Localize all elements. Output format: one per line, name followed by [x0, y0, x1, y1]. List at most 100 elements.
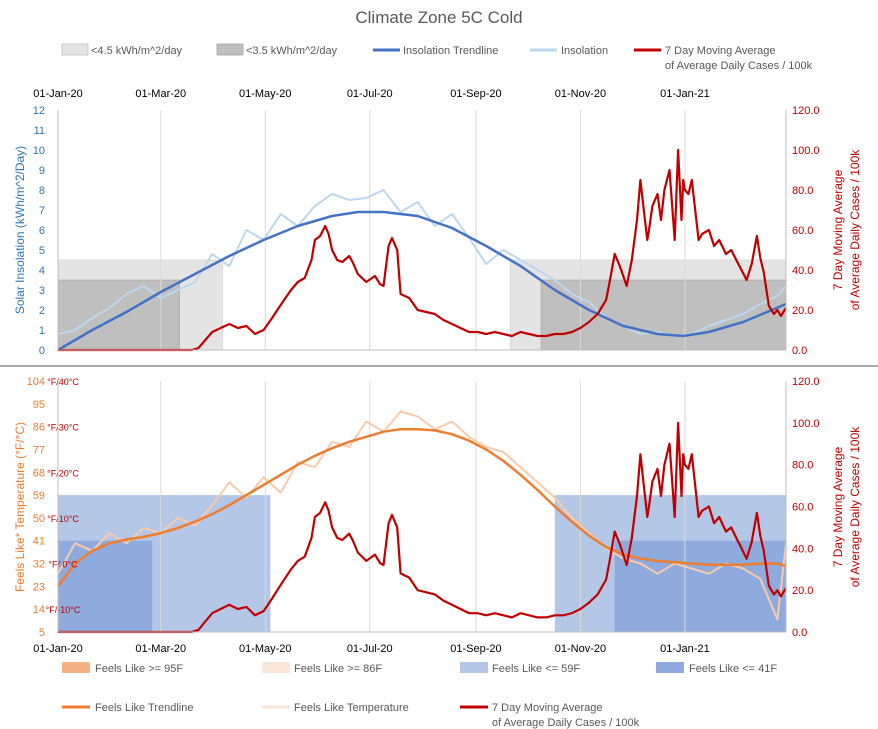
cases-line-bottom-point [746, 558, 748, 560]
insolation-line-point [228, 265, 230, 267]
cases-line-top-point [780, 315, 782, 317]
cases-line-top-point [694, 209, 696, 211]
bottom-x-tick-label: 01-Sep-20 [450, 643, 501, 655]
feels-like-line [57, 410, 787, 621]
cases-line-top-point [663, 189, 665, 191]
insolation-line-point [211, 253, 213, 255]
insolation-line-point [194, 281, 196, 283]
feels-like-trendline-point [588, 535, 590, 537]
feels-like-trendline-point [554, 505, 556, 508]
bottom-y-left-tick: 32 [33, 559, 45, 571]
bottom-y-right-tick: 120.0 [792, 376, 820, 388]
bottom-y-left-tick: 5 [39, 627, 45, 639]
cases-line-top-point [434, 313, 436, 315]
insolation-trendline-point [194, 273, 196, 275]
feels-like-trendline-point [537, 489, 539, 491]
bottom-y-right-tick: 100.0 [792, 418, 820, 430]
cases-line-top-point [631, 259, 633, 261]
insolation-line-point [314, 205, 316, 207]
top-x-tick-label: 01-Nov-20 [555, 88, 606, 100]
insolation-trendline-point [588, 309, 590, 311]
cases-line-bottom-point [391, 514, 393, 516]
cases-line-top-point [668, 169, 671, 171]
cases-line-top-point [228, 323, 230, 325]
cases-line-top-point [619, 265, 621, 267]
feels-like-line-point [262, 476, 265, 478]
cases-line-bottom-point [656, 468, 659, 470]
cases-line-bottom-point [262, 610, 265, 612]
cases-line-top-point [254, 333, 256, 335]
legend-lt45: <4.5 kWh/m^2/day [91, 45, 183, 57]
bottom-x-tick-label: 01-Jan-20 [33, 643, 83, 655]
feels-like-trendline-point [502, 460, 504, 462]
feels-like-line-point [314, 466, 316, 468]
cases-line-top-point [554, 333, 556, 335]
insolation-trendline-point [554, 289, 556, 291]
cases-line-top-point [391, 237, 393, 239]
insolation-line-point [571, 293, 573, 295]
insolation-line-point [742, 313, 744, 315]
feels-like-trendline-point [519, 474, 522, 476]
cases-line-bottom-point [619, 543, 621, 545]
celsius-tick-label: °F/-10°C [46, 605, 81, 615]
cases-line-bottom-point [626, 564, 628, 566]
insolation-line-point [708, 325, 710, 327]
insolation-line-point [399, 211, 402, 213]
insolation-line-point [725, 319, 727, 321]
insolation-line-point [125, 293, 128, 295]
cases-line-top-point [203, 341, 205, 343]
cases-line-bottom-point [477, 612, 479, 614]
cases-line-top-point [608, 281, 611, 283]
cases-line-bottom-point [756, 512, 758, 514]
bottom-y-left-tick: 68 [33, 467, 45, 479]
top-y-right-tick: 60.0 [792, 225, 813, 237]
cases-line-top-point [197, 347, 200, 349]
cases-line-bottom-point [562, 614, 564, 616]
cases-line-bottom-point [283, 579, 285, 581]
cases-line-top-point [763, 271, 765, 273]
cases-line-bottom-point [276, 589, 278, 591]
bottom-y-right-tick: 40.0 [792, 543, 813, 555]
bottom-y-left-tick: 14 [33, 604, 45, 616]
cases-line-top-point [646, 239, 648, 241]
cases-line-top-point [237, 327, 239, 329]
top-y-left-tick: 7 [39, 205, 45, 217]
cases-line-bottom-point [211, 612, 213, 614]
cases-line-bottom-point [735, 537, 737, 539]
top-x-tick-label: 01-May-20 [239, 88, 292, 100]
cases-line-bottom-point [365, 560, 367, 562]
feels-like-trendline-point [160, 532, 162, 534]
cases-line-top-point [357, 273, 359, 275]
cases-line-top-point [331, 249, 333, 251]
cases-line-bottom-point [271, 597, 273, 600]
top-y-left-tick: 0 [39, 345, 45, 357]
bottom-x-tick-label: 01-May-20 [239, 643, 292, 655]
feels-like-trendline-point [399, 428, 402, 430]
cases-line-top-point [211, 331, 213, 333]
legend-swatch-lt45 [61, 43, 89, 56]
cases-line-top-point [276, 309, 278, 311]
feels-like-trendline-point [365, 436, 367, 438]
cases-line-top-point [352, 261, 354, 263]
bottom-right-axis-title-line2: of Average Daily Cases / 100k [848, 426, 862, 588]
cases-line-bottom-point [408, 577, 410, 579]
feels-like-line-point [74, 542, 76, 544]
feels-like-line-point [656, 573, 659, 575]
bottom-x-tick-label: 01-Jul-20 [347, 643, 393, 655]
cases-line-bottom-point [759, 535, 761, 537]
cases-line-bottom-point [425, 591, 427, 593]
legend-feels-trend: Feels Like Trendline [95, 702, 193, 714]
cases-line-bottom-point [528, 614, 530, 616]
feels-like-trendline-point [674, 561, 676, 563]
cases-line-top-point [425, 311, 427, 313]
top-y-right-tick: 0.0 [792, 345, 807, 357]
cases-line-top-point [328, 233, 330, 235]
top-y-left-tick: 11 [34, 125, 45, 137]
feels-like-trendline-point [451, 433, 453, 435]
feels-like-line-point [297, 461, 299, 463]
cases-line-top-point [614, 253, 616, 255]
cases-line-top-point [648, 229, 650, 231]
feels-like-line-point [554, 497, 556, 499]
cases-line-top-point [485, 333, 487, 335]
